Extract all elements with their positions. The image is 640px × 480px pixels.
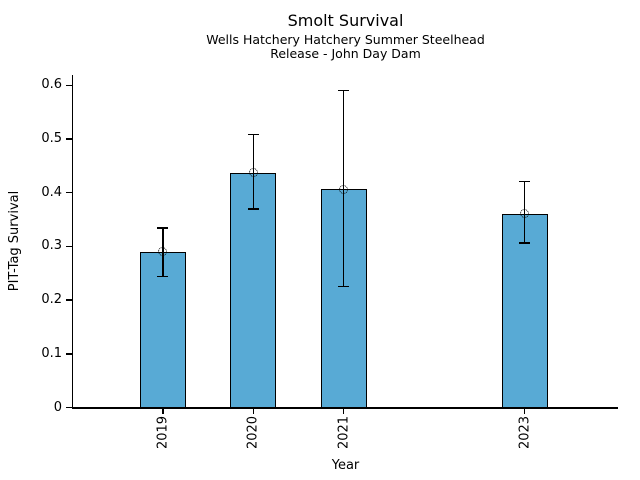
x-tick-mark [252,408,255,414]
error-bar-cap-bottom [338,285,350,288]
y-tick-mark [65,191,72,194]
x-tick-mark [162,408,164,414]
error-bar-cap-top [519,180,530,183]
y-axis-spine [71,75,73,408]
chart-title: Smolt Survival [287,11,404,30]
value-marker [248,168,258,178]
error-bar-cap-top [157,227,169,229]
x-tick-mark [523,408,526,414]
error-bar-cap-bottom [247,208,259,210]
y-tick-mark [65,84,72,87]
value-marker [158,247,168,257]
bar-2023 [501,213,548,408]
bar-2019 [139,251,186,408]
error-bar-cap-bottom [519,242,530,244]
value-marker [339,184,349,194]
chart-subtitle-line1: Wells Hatchery Hatchery Summer Steelhead [206,32,485,47]
y-tick-mark [65,245,72,248]
y-axis-label: PIT-Tag Survival [7,190,22,292]
chart-subtitle-line2: Release - John Day Dam [270,46,421,61]
error-bar-cap-top [247,133,259,136]
y-tick-mark [65,299,72,301]
y-tick-mark [65,406,72,409]
y-tick-label: 0.3 [41,238,62,254]
y-tick-label: 0.5 [41,131,62,146]
y-tick-label: 0.1 [41,345,62,361]
y-tick-label: 0.4 [41,184,62,200]
y-tick-label: 0.2 [41,292,62,308]
y-tick-mark [65,138,72,140]
y-tick-label: 0.6 [41,77,62,93]
x-tick-label: 2023 [517,415,532,450]
value-marker [520,209,529,219]
error-bar-cap-top [338,89,350,92]
x-tick-label: 2019 [155,415,171,450]
x-axis-label: Year [331,458,360,473]
x-tick-mark [342,408,345,414]
y-tick-mark [65,353,72,355]
y-tick-label: 0 [53,399,62,415]
x-tick-label: 2021 [336,415,352,450]
error-bar-cap-bottom [157,275,169,278]
bar-2020 [230,172,277,408]
x-tick-label: 2020 [245,415,261,450]
